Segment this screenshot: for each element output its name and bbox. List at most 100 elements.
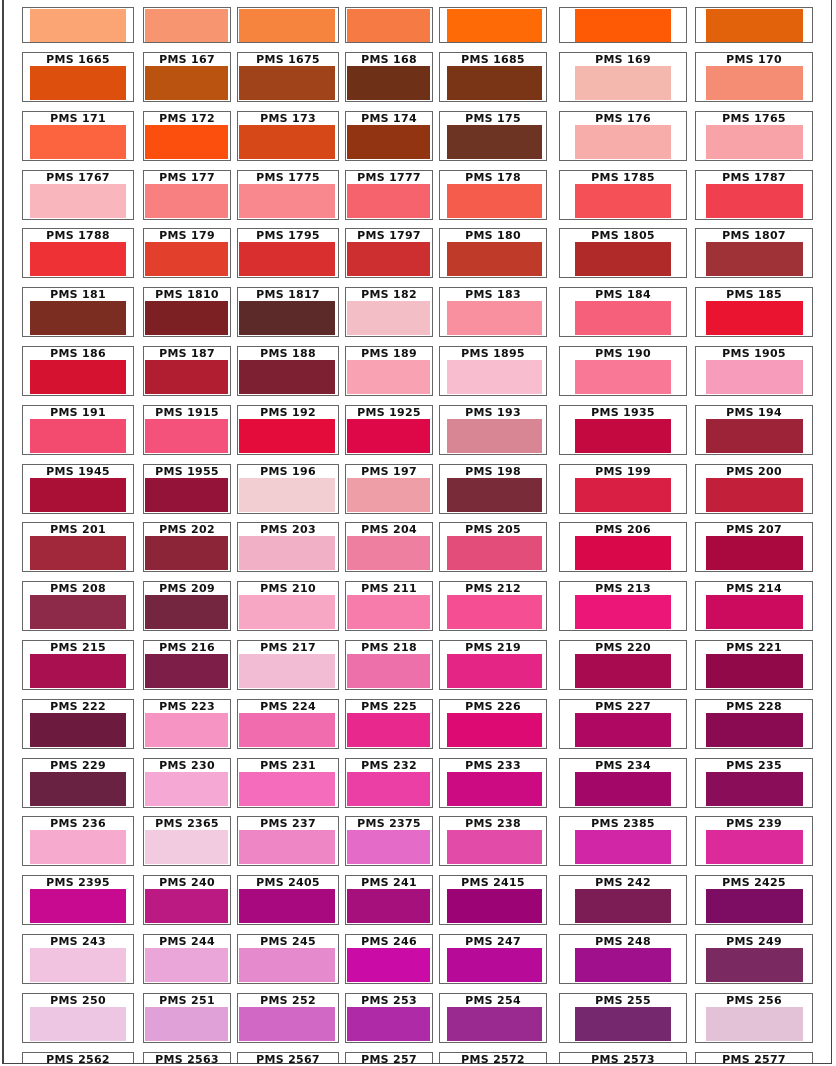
color-swatch [447, 418, 542, 453]
color-swatch-card: PMS 203 [237, 522, 339, 573]
color-swatch-card: PMS 1945 [22, 463, 134, 514]
color-swatch-card: PMS 246 [345, 934, 433, 984]
color-swatch-card [345, 7, 433, 43]
color-swatch-card: PMS 1777 [345, 169, 433, 220]
pms-label: PMS 211 [361, 582, 417, 596]
color-swatch-card: PMS 187 [143, 346, 231, 396]
color-swatch [239, 771, 335, 806]
pms-label: PMS 236 [50, 817, 106, 831]
color-swatch-card: PMS 2563 [143, 1051, 231, 1063]
color-swatch [575, 9, 671, 42]
pms-label: PMS 223 [159, 699, 215, 713]
color-swatch-card: PMS 198 [439, 463, 547, 514]
color-swatch-card: PMS 254 [439, 992, 547, 1043]
pms-label: PMS 186 [50, 347, 106, 360]
color-swatch [30, 830, 126, 865]
pms-label: PMS 2385 [591, 817, 655, 831]
pms-label: PMS 172 [159, 111, 215, 125]
color-swatch-card: PMS 240 [143, 875, 231, 926]
color-swatch-card: PMS 205 [439, 522, 547, 573]
color-swatch-card: PMS 1807 [695, 228, 813, 279]
color-swatch [145, 889, 228, 924]
color-swatch-card: PMS 1817 [237, 287, 339, 338]
color-swatch-card: PMS 1915 [143, 404, 231, 455]
color-swatch [239, 1006, 335, 1041]
color-swatch-card: PMS 215 [22, 640, 134, 690]
color-swatch-card: PMS 1767 [22, 169, 134, 220]
color-swatch [706, 242, 803, 277]
color-swatch-card: PMS 193 [439, 404, 547, 455]
color-swatch [30, 477, 126, 512]
color-swatch [239, 536, 335, 571]
color-swatch [447, 1006, 542, 1041]
color-swatch [347, 242, 430, 277]
color-swatch-card: PMS 1665 [22, 52, 134, 102]
color-swatch-card: PMS 2562 [22, 1051, 134, 1063]
color-swatch [575, 360, 671, 394]
color-swatch [347, 477, 430, 512]
pms-label: PMS 1775 [256, 170, 320, 184]
pms-label: PMS 1810 [155, 288, 219, 302]
color-swatch-card: PMS 188 [237, 346, 339, 396]
color-swatch-card [439, 7, 547, 43]
pms-label: PMS 1777 [357, 170, 421, 184]
color-swatch [447, 536, 542, 571]
pms-label: PMS 179 [159, 229, 215, 243]
color-swatch-card: PMS 2375 [345, 816, 433, 867]
color-swatch [239, 889, 335, 924]
color-swatch-card: PMS 171 [22, 110, 134, 161]
color-swatch [30, 9, 126, 42]
pms-label: PMS 217 [260, 641, 316, 654]
pms-label: PMS 249 [726, 935, 782, 948]
color-swatch [145, 183, 228, 218]
color-swatch [30, 948, 126, 982]
color-swatch [706, 771, 803, 806]
color-swatch-card: PMS 190 [559, 346, 687, 396]
color-swatch-card: PMS 1675 [237, 52, 339, 102]
pms-label: PMS 214 [726, 582, 782, 596]
color-swatch [145, 418, 228, 453]
color-swatch-card: PMS 1775 [237, 169, 339, 220]
pms-label: PMS 192 [260, 405, 316, 419]
color-swatch-card: PMS 257 [345, 1051, 433, 1063]
pms-label: PMS 207 [726, 523, 782, 537]
color-swatch [447, 654, 542, 688]
color-swatch-card: PMS 212 [439, 581, 547, 632]
color-swatch [706, 830, 803, 865]
color-swatch-card: PMS 227 [559, 698, 687, 749]
color-swatch [706, 536, 803, 571]
color-swatch [447, 948, 542, 982]
pms-label: PMS 185 [726, 288, 782, 302]
color-swatch-card: PMS 1905 [695, 346, 813, 396]
color-swatch [447, 595, 542, 630]
color-swatch-card: PMS 243 [22, 934, 134, 984]
color-swatch [447, 124, 542, 159]
color-swatch [447, 712, 542, 747]
color-swatch [239, 418, 335, 453]
color-swatch [239, 595, 335, 630]
color-swatch [575, 712, 671, 747]
color-swatch-card: PMS 200 [695, 463, 813, 514]
color-swatch [575, 536, 671, 571]
pms-label: PMS 228 [726, 699, 782, 713]
pms-label: PMS 234 [595, 758, 651, 772]
pms-label: PMS 208 [50, 582, 106, 596]
color-swatch-card: PMS 256 [695, 992, 813, 1043]
color-swatch-card [237, 7, 339, 43]
pms-label: PMS 169 [595, 53, 651, 66]
pms-label: PMS 196 [260, 464, 316, 478]
pms-label: PMS 2425 [722, 876, 786, 890]
color-swatch [706, 418, 803, 453]
pms-label: PMS 201 [50, 523, 106, 537]
color-swatch [30, 183, 126, 218]
pms-label: PMS 1905 [722, 347, 786, 360]
pms-label: PMS 1895 [461, 347, 525, 360]
color-swatch-card: PMS 253 [345, 992, 433, 1043]
color-swatch [239, 360, 335, 394]
pms-label: PMS 225 [361, 699, 417, 713]
color-swatch-card: PMS 251 [143, 992, 231, 1043]
pms-label: PMS 187 [159, 347, 215, 360]
pms-label: PMS 177 [159, 170, 215, 184]
color-swatch-card: PMS 186 [22, 346, 134, 396]
color-swatch-card: PMS 2385 [559, 816, 687, 867]
